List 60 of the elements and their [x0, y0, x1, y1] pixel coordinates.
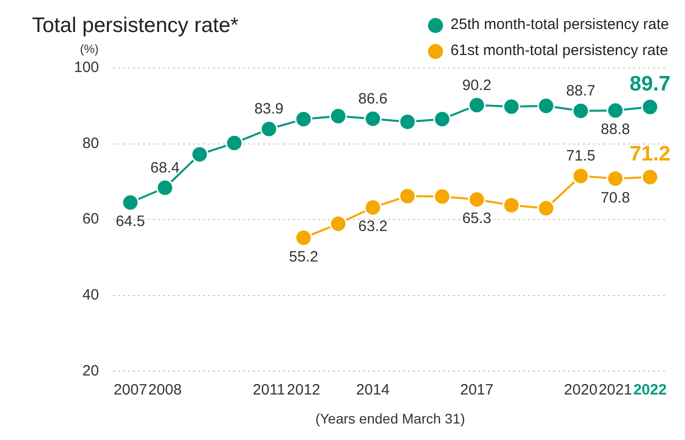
point: [398, 113, 416, 131]
point: [606, 102, 624, 120]
point: [537, 199, 555, 217]
data-label: 89.7: [630, 72, 670, 96]
data-label: 83.9: [254, 100, 284, 118]
point: [122, 194, 140, 212]
data-label: 68.4: [150, 159, 180, 176]
data-label: 65.3: [462, 210, 492, 228]
data-label: 70.8: [600, 189, 630, 206]
point: [433, 110, 451, 128]
point: [433, 188, 451, 206]
legend-label: 25th month-total persistency rate: [450, 15, 669, 35]
data-label: 55.2: [288, 248, 318, 266]
point: [641, 98, 659, 116]
point: [364, 110, 382, 128]
data-label: 86.6: [358, 90, 388, 108]
point: [468, 190, 486, 208]
legend-label: 61st month-total persistency rate: [450, 41, 668, 61]
point: [398, 187, 416, 205]
y-tick-label: 80: [82, 134, 100, 152]
data-label: 90.2: [462, 76, 492, 94]
data-label: 71.5: [566, 148, 596, 165]
data-label: 64.5: [116, 213, 145, 230]
point: [606, 170, 624, 188]
point: [329, 107, 347, 125]
data-label: 88.7: [566, 82, 596, 100]
x-tick-label: 2021: [598, 381, 632, 398]
data-label: 71.2: [630, 142, 670, 166]
x-tick-label: 2011: [252, 381, 286, 398]
x-tick-label: 2007: [114, 381, 148, 398]
x-tick-label: 2012: [286, 381, 320, 398]
point: [364, 198, 382, 216]
x-tick-label: 2017: [460, 381, 494, 398]
point: [537, 97, 555, 115]
point: [641, 168, 659, 186]
x-tick-label: 2008: [148, 381, 182, 398]
point: [294, 229, 312, 247]
point: [572, 167, 590, 185]
y-tick-label: 20: [82, 362, 100, 380]
x-tick-label: 2022: [633, 381, 667, 398]
point: [468, 96, 486, 114]
point: [156, 179, 174, 197]
data-label: 88.8: [600, 121, 630, 138]
point: [572, 102, 590, 120]
x-tick-label: 2020: [564, 381, 598, 398]
x-axis-title: (Years ended March 31): [315, 410, 466, 426]
point: [294, 110, 312, 128]
point: [260, 120, 278, 138]
point: [329, 215, 347, 233]
y-tick-label: 40: [82, 286, 100, 304]
chart-title: Total persistency rate*: [32, 14, 239, 38]
data-label: 63.2: [358, 218, 388, 236]
y-tick-label: 60: [82, 210, 100, 228]
y-tick-label: 100: [74, 59, 100, 76]
x-tick-label: 2014: [356, 381, 390, 398]
point: [502, 98, 520, 116]
point: [502, 196, 520, 214]
point: [190, 146, 208, 164]
y-axis-title: (%): [80, 42, 99, 56]
point: [226, 134, 244, 152]
